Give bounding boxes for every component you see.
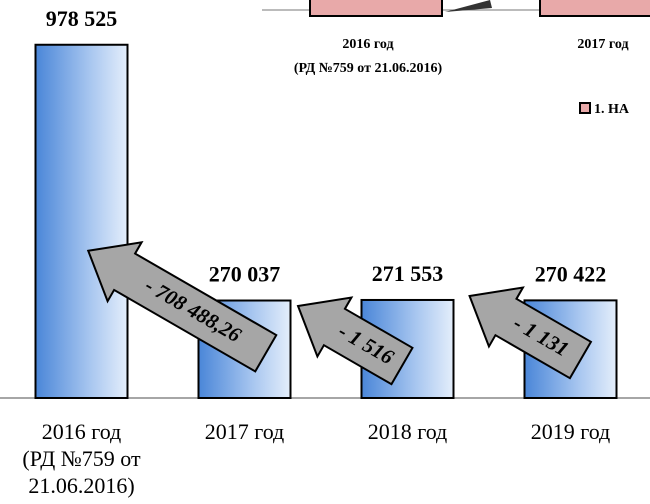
bg-category: 2017 год [577, 37, 628, 52]
bg-category: 2016 год [342, 37, 393, 52]
value-label: 270 037 [209, 262, 281, 287]
bg-bar [539, 0, 650, 17]
arrow-shape [468, 286, 593, 380]
value-label: 270 422 [535, 261, 607, 286]
arrow-shape [86, 240, 278, 373]
x-tick-label: 2016 год (РД №759 от 21.06.2016) [22, 419, 141, 498]
x-tick-label: 2018 год [367, 419, 448, 444]
bg-bar [309, 0, 443, 17]
bg-arrow [445, 0, 492, 12]
x-tick-label: 2019 год [530, 419, 611, 444]
bg-legend-swatch [579, 102, 591, 114]
value-label: 978 525 [46, 6, 118, 31]
x-tick-label: 2017 год [204, 419, 285, 444]
value-label: 271 553 [372, 261, 444, 286]
arrow-shape [296, 296, 414, 386]
bar [34, 43, 129, 400]
background-chart: 2016 год (РД №759 от 21.06.2016) 2017 го… [262, 0, 650, 117]
bg-legend: 1. НА [594, 102, 630, 117]
bg-category: (РД №759 от 21.06.2016) [294, 61, 443, 76]
